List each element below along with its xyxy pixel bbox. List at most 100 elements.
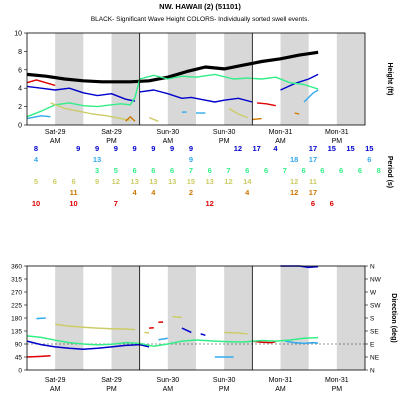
green-period-value: 6: [264, 166, 268, 175]
height-time-day-label: Sat-29: [101, 129, 122, 136]
khaki-period-value: 13: [130, 177, 138, 186]
direction-panel-night-band: [167, 266, 196, 370]
blue-direction-line: [181, 327, 192, 334]
height-axis-label: Height (ft): [386, 62, 393, 95]
orange-height-line: [294, 112, 300, 115]
green-period-value: 5: [114, 166, 118, 175]
height-time-ampm-label: PM: [219, 138, 230, 145]
red-direction-line: [252, 340, 276, 344]
height-time-day-label: Sat-29: [45, 129, 66, 136]
red-period-value: 6: [330, 199, 334, 208]
direction-time-ampm-label: AM: [163, 386, 174, 393]
green-period-value: 7: [283, 166, 287, 175]
khaki-period-value: 6: [53, 177, 57, 186]
khaki-height-line: [228, 107, 248, 119]
direction-tick-label: 90: [15, 342, 23, 349]
direction-panel-night-band: [224, 266, 253, 370]
blue-period-value: 9: [132, 144, 136, 153]
green-period-value: 7: [226, 166, 230, 175]
direction-time-day-label: Mon-31: [269, 377, 293, 384]
compass-label: SE: [370, 329, 379, 336]
khaki-period-value: 9: [95, 177, 99, 186]
khaki-period-value: 13: [149, 177, 157, 186]
red-direction-line: [26, 355, 51, 358]
direction-panel-night-band: [336, 266, 365, 370]
height-panel-frame: [26, 32, 366, 126]
cyan-direction-line: [285, 340, 319, 345]
blue-period-value: 17: [252, 144, 260, 153]
chart-title: NW. HAWAII (2) (51101): [159, 2, 241, 11]
cyan-direction-line: [158, 337, 168, 341]
cyan-height-line: [26, 115, 51, 120]
green-period-value: 7: [189, 166, 193, 175]
height-tick-label: 2: [18, 104, 22, 111]
blue-period-value: 15: [346, 144, 354, 153]
direction-tick-label: 180: [11, 316, 22, 323]
khaki-direction-line: [55, 323, 136, 331]
khaki-direction-line: [224, 331, 248, 335]
compass-label: NE: [370, 355, 380, 362]
height-time-day-label: Mon-31: [325, 129, 349, 136]
orange-period-value: 11: [70, 188, 78, 197]
blue-period-value: 15: [365, 144, 373, 153]
cyan-period-value: 6: [367, 155, 371, 164]
compass-label: E: [370, 342, 375, 349]
height-time-ampm-label: AM: [275, 138, 286, 145]
height-time-day-label: Sun-30: [213, 129, 236, 136]
blue-period-value: 9: [76, 144, 80, 153]
cyan-period-value: 17: [309, 155, 317, 164]
direction-tick-label: 360: [11, 264, 22, 271]
blue-period-value: 17: [309, 144, 317, 153]
height-tick-label: 8: [18, 49, 22, 56]
direction-tick-label: 0: [18, 368, 22, 375]
khaki-height-line: [148, 116, 159, 122]
green-period-value: 8: [377, 166, 381, 175]
direction-time-ampm-label: AM: [275, 386, 286, 393]
height-time-day-label: Mon-31: [269, 129, 293, 136]
green-period-value: 6: [151, 166, 155, 175]
khaki-period-value: 6: [71, 177, 75, 186]
compass-label: S: [370, 316, 375, 323]
green-period-value: 6: [339, 166, 343, 175]
khaki-period-value: 15: [187, 177, 195, 186]
blue-period-value: 9: [95, 144, 99, 153]
direction-panel-night-band: [280, 266, 309, 370]
khaki-period-value: 13: [206, 177, 214, 186]
direction-time-day-label: Mon-31: [325, 377, 349, 384]
direction-tick-label: 135: [11, 329, 22, 336]
height-panel-night-band: [111, 33, 140, 125]
chart-subtitle: BLACK- Significant Wave Height COLORS- I…: [91, 16, 310, 23]
blue-period-value: 9: [189, 144, 193, 153]
green-period-value: 6: [320, 166, 324, 175]
orange-height-line: [125, 115, 136, 122]
cyan-period-value: 4: [34, 155, 39, 164]
blue-direction-line: [26, 340, 150, 350]
red-height-line: [26, 79, 56, 87]
cyan-period-value: 18: [290, 155, 298, 164]
height-panel-night-band: [280, 33, 309, 125]
compass-label: SW: [370, 303, 381, 310]
orange-period-value: 2: [189, 188, 193, 197]
khaki-period-value: 14: [243, 177, 252, 186]
direction-panel-night-band: [55, 266, 84, 370]
direction-axis-label: Direction (deg): [390, 293, 397, 342]
khaki-period-value: 13: [168, 177, 176, 186]
orange-period-value: 12: [290, 188, 298, 197]
khaki-height-line: [50, 102, 131, 122]
direction-time-day-label: Sun-30: [213, 377, 236, 384]
direction-tick-label: 270: [11, 290, 22, 297]
cyan-direction-line: [36, 317, 46, 320]
height-time-ampm-label: PM: [106, 138, 117, 145]
blue-period-value: 9: [151, 144, 155, 153]
direction-time-day-label: Sat-29: [101, 377, 122, 384]
blue-height-line: [280, 73, 319, 91]
direction-time-ampm-label: PM: [106, 386, 117, 393]
cyan-height-line: [303, 89, 319, 103]
blue-period-value: 8: [34, 144, 38, 153]
height-tick-label: 4: [18, 86, 22, 93]
cyan-period-value: 9: [189, 155, 193, 164]
black-height-line: [26, 50, 319, 84]
green-period-value: 6: [358, 166, 362, 175]
